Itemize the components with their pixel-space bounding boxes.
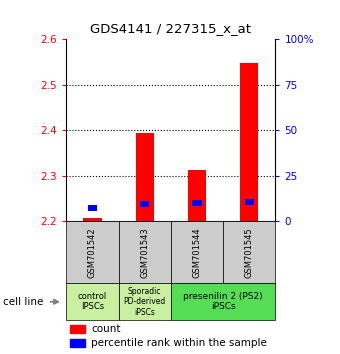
Bar: [83, 218, 102, 221]
Bar: [136, 133, 154, 221]
Text: GSM701542: GSM701542: [88, 227, 97, 278]
Text: GSM701544: GSM701544: [192, 227, 202, 278]
Text: control
IPSCs: control IPSCs: [78, 292, 107, 312]
Text: percentile rank within the sample: percentile rank within the sample: [91, 338, 267, 348]
Text: GSM701545: GSM701545: [245, 227, 254, 278]
Bar: [88, 205, 97, 211]
Bar: [171, 283, 275, 320]
Text: GSM701543: GSM701543: [140, 227, 149, 278]
Bar: [244, 199, 254, 205]
Bar: [66, 221, 119, 283]
Bar: [171, 221, 223, 283]
Text: presenilin 2 (PS2)
iPSCs: presenilin 2 (PS2) iPSCs: [183, 292, 263, 312]
Bar: [188, 170, 206, 221]
Bar: [119, 221, 171, 283]
Title: GDS4141 / 227315_x_at: GDS4141 / 227315_x_at: [90, 22, 251, 35]
Bar: [140, 201, 149, 207]
Bar: [70, 325, 85, 333]
Bar: [240, 63, 258, 221]
Bar: [192, 200, 202, 206]
Text: cell line: cell line: [3, 297, 44, 307]
Text: Sporadic
PD-derived
iPSCs: Sporadic PD-derived iPSCs: [123, 287, 166, 317]
Bar: [66, 283, 119, 320]
Bar: [223, 221, 275, 283]
Bar: [70, 339, 85, 348]
Text: count: count: [91, 324, 121, 334]
Bar: [119, 283, 171, 320]
